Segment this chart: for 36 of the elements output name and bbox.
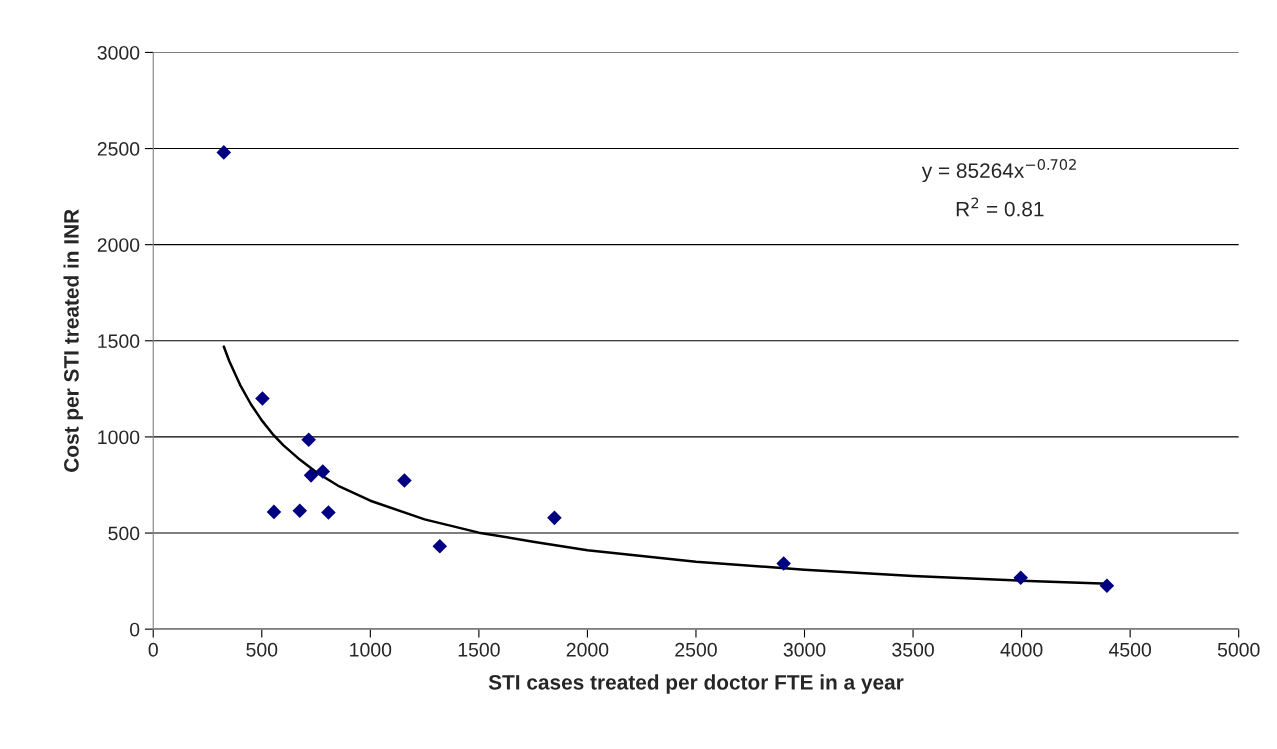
x-tick-label: 2500 — [675, 642, 717, 657]
point — [255, 391, 270, 406]
x-tick-label: 3000 — [783, 642, 826, 657]
y-tick-label: 500 — [108, 526, 140, 541]
y-tick-label: 2500 — [97, 142, 140, 156]
point — [301, 432, 316, 448]
x-tick-label: 2000 — [566, 642, 609, 657]
point — [321, 505, 336, 520]
x-axis-title: STI cases treated per doctor FTE in a year — [488, 674, 904, 694]
x-tick-label: 5000 — [1217, 642, 1260, 657]
y-tick-label: 0 — [129, 622, 140, 637]
point — [315, 464, 331, 479]
annotation: R$^{2}$ = 0.81 — [956, 197, 1044, 217]
point — [547, 510, 562, 526]
point — [432, 539, 448, 554]
x-tick-label: 1500 — [458, 642, 500, 657]
y-tick-label: 1000 — [98, 430, 140, 445]
point — [292, 503, 308, 519]
y-tick-label: 1500 — [98, 334, 140, 349]
point — [303, 468, 319, 483]
x-tick-label: 4000 — [1000, 642, 1043, 657]
point — [776, 556, 791, 571]
y-tick-label: 3000 — [97, 45, 140, 60]
point — [1099, 578, 1115, 593]
point — [1013, 570, 1029, 586]
x-tick-label: 1000 — [350, 642, 392, 657]
y-tick-label: 2000 — [97, 238, 140, 252]
x-tick-label: 500 — [246, 642, 278, 657]
x-tick-label: 0 — [148, 642, 158, 657]
y-axis-title: Cost per STI treated in INR — [63, 209, 83, 472]
point — [266, 504, 282, 520]
annotation: y = 85264x$^{−0.702}$ — [921, 158, 1076, 183]
x-tick-label: 3500 — [892, 642, 934, 657]
x-tick-label: 4500 — [1108, 642, 1152, 657]
point — [216, 145, 232, 160]
point — [397, 473, 412, 488]
